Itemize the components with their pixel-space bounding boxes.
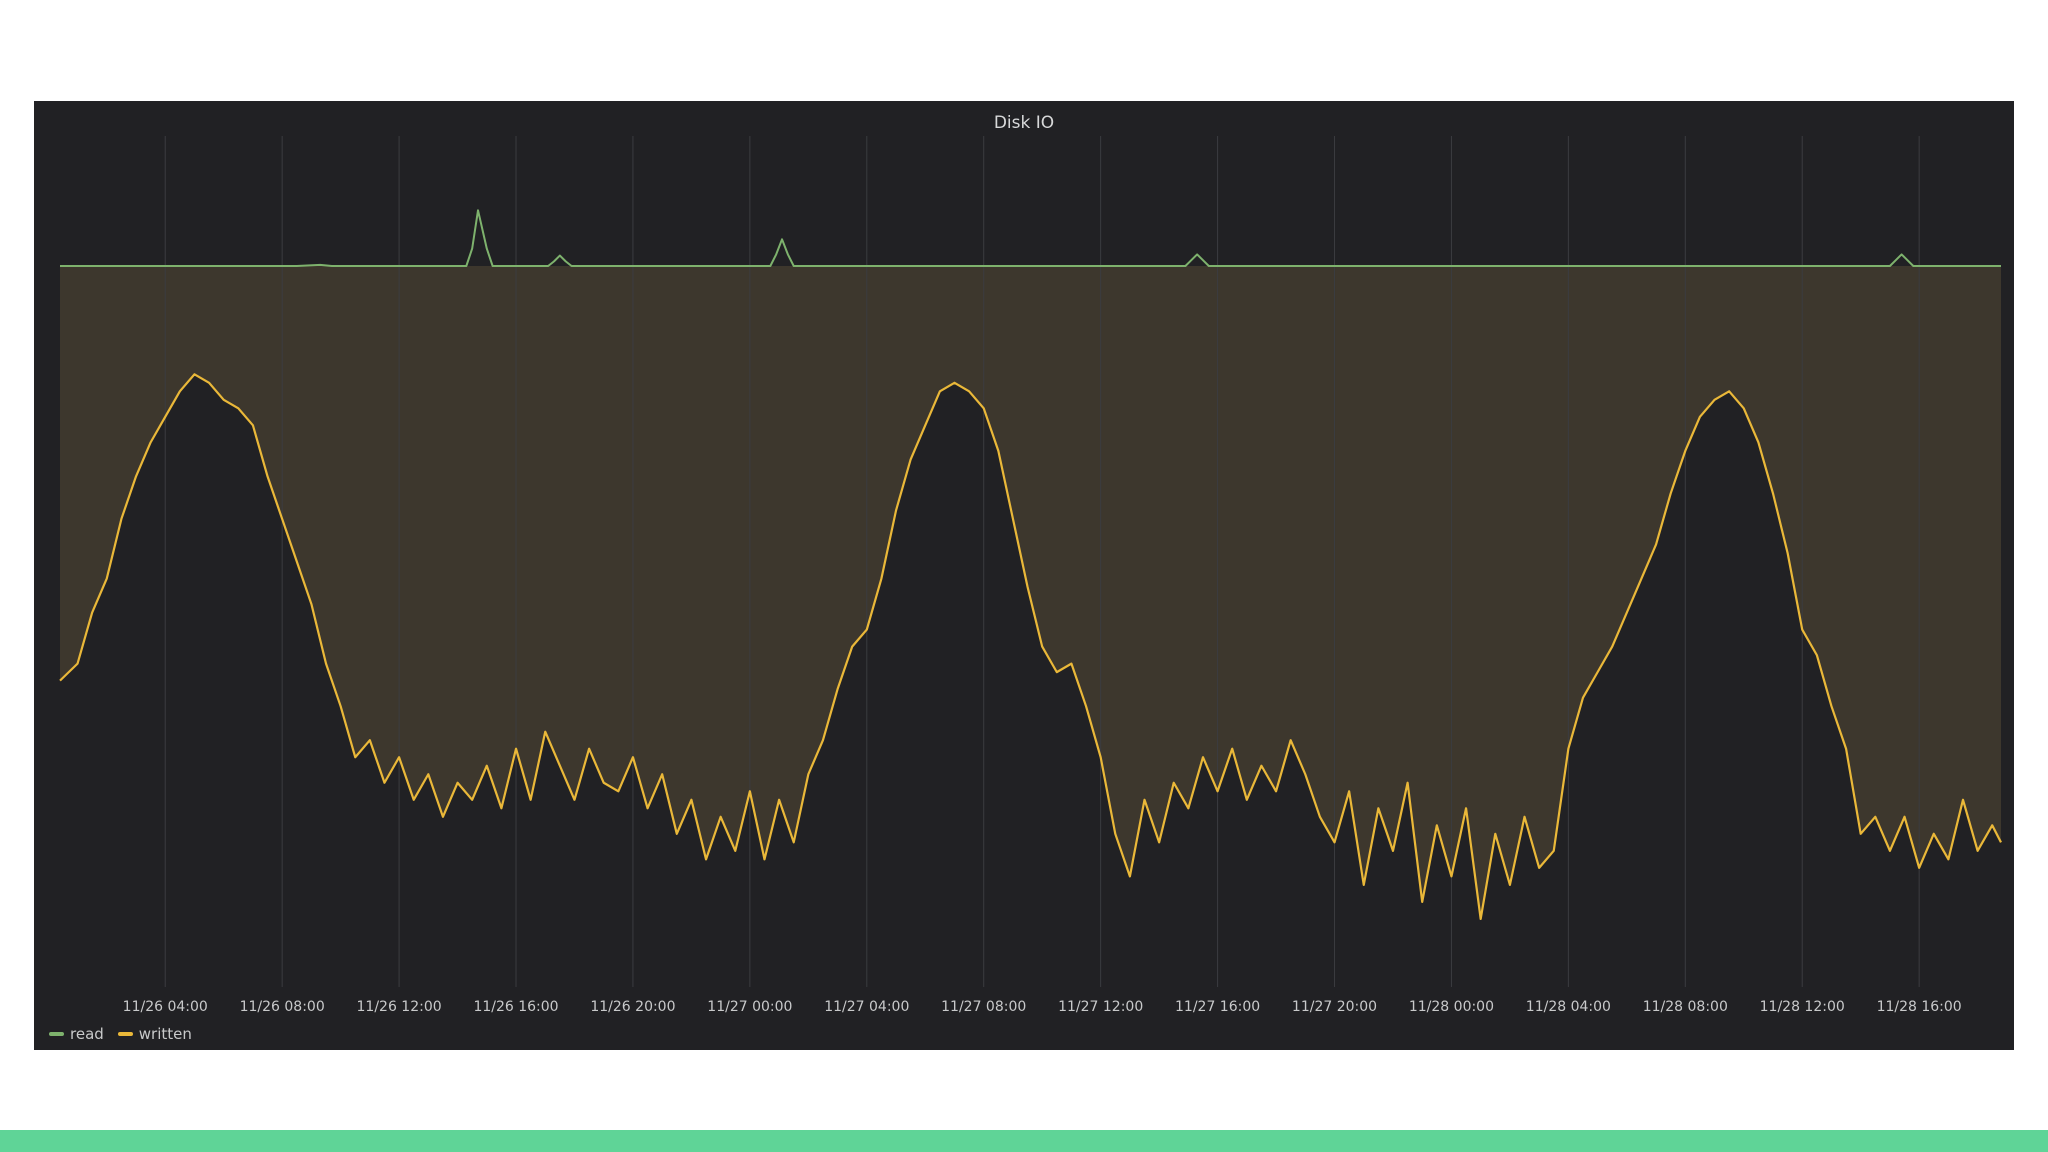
x-tick-label: 11/26 20:00 (590, 999, 675, 1015)
disk-io-chart: 11/26 04:00 11/26 08:00 11/26 12:00 11/26 1… (59, 136, 2002, 1015)
x-tick-label: 11/26 04:00 (123, 999, 208, 1015)
legend: read written (49, 1025, 192, 1043)
x-tick-label: 11/28 12:00 (1760, 999, 1845, 1015)
footer-accent-bar (0, 1130, 2048, 1152)
x-tick-label: 11/27 20:00 (1292, 999, 1377, 1015)
x-tick-label: 11/26 12:00 (357, 999, 442, 1015)
x-tick-label: 11/27 08:00 (941, 999, 1026, 1015)
x-tick-label: 11/27 00:00 (707, 999, 792, 1015)
x-tick-label: 11/28 04:00 (1526, 999, 1611, 1015)
x-tick-label: 11/27 16:00 (1175, 999, 1260, 1015)
x-tick-label: 11/28 08:00 (1643, 999, 1728, 1015)
read-written-band-area (60, 266, 2001, 919)
series-line-written (59, 373, 2002, 921)
x-tick-label: 11/27 12:00 (1058, 999, 1143, 1015)
x-tick-label: 11/27 04:00 (824, 999, 909, 1015)
legend-label-written: written (138, 1025, 192, 1043)
x-tick-label: 11/28 00:00 (1409, 999, 1494, 1015)
legend-swatch-written (117, 1032, 133, 1036)
legend-label-read: read (70, 1025, 104, 1043)
x-tick-label: 11/28 16:00 (1877, 999, 1962, 1015)
series-line-read (60, 209, 2001, 267)
legend-swatch-read (49, 1032, 64, 1036)
legend-item-read[interactable]: read (49, 1025, 104, 1043)
x-tick-label: 11/26 16:00 (473, 999, 558, 1015)
legend-item-written[interactable]: written (117, 1025, 192, 1043)
panel-title[interactable]: Disk IO (993, 113, 1055, 133)
x-tick-label: 11/26 08:00 (240, 999, 325, 1015)
graph-panel: Disk IO 11/26 04:00 11/26 08:00 11/26 12:0… (34, 101, 2014, 1050)
